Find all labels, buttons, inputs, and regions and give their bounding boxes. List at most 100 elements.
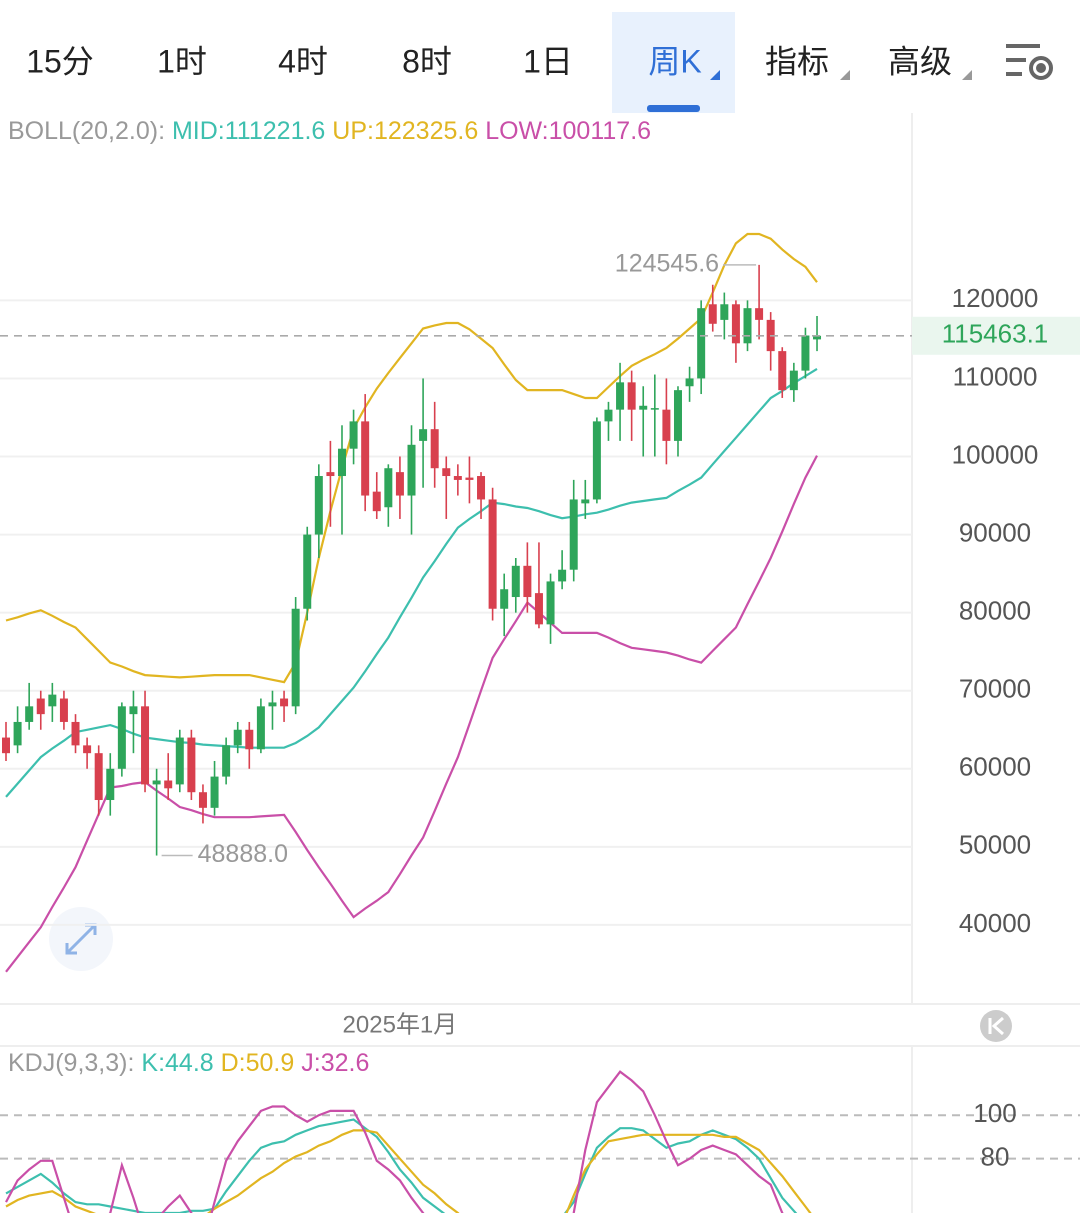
candle-body xyxy=(71,721,80,746)
candle-body xyxy=(280,698,289,707)
candle-body xyxy=(245,729,254,750)
y-tick-label: 90000 xyxy=(959,517,1031,547)
y-tick-label: 110000 xyxy=(953,361,1038,391)
legend-item: J:32.6 xyxy=(301,1049,369,1077)
candle-body xyxy=(650,408,659,410)
candle-body xyxy=(511,565,520,598)
candle-body xyxy=(731,304,740,344)
candle-body xyxy=(291,608,300,707)
candle-body xyxy=(801,335,810,371)
legend: KDJ(9,3,3): K:44.8 D:50.9 J:32.6 xyxy=(8,1049,369,1077)
candle-body xyxy=(743,308,752,344)
candle-body xyxy=(83,745,92,754)
candle-body xyxy=(175,737,184,785)
candle-body xyxy=(697,308,706,379)
candle-body xyxy=(303,534,312,609)
legend-item: D:50.9 xyxy=(221,1049,295,1077)
y-tick-label: 120000 xyxy=(952,283,1039,313)
candle-body xyxy=(314,476,323,535)
candle-body xyxy=(395,472,404,496)
candle-body xyxy=(372,491,381,512)
candle-body xyxy=(430,429,439,469)
candle-body xyxy=(326,472,335,477)
legend-item: K:44.8 xyxy=(141,1049,213,1077)
candle-body xyxy=(616,382,625,410)
candle-body xyxy=(36,698,45,715)
active-tab-underline xyxy=(647,105,700,112)
y-tick-label: 60000 xyxy=(959,752,1031,782)
candle-body xyxy=(604,409,613,422)
candle-body xyxy=(720,304,729,320)
candle-body xyxy=(778,351,787,391)
indicator-line xyxy=(5,1129,812,1213)
candle-body xyxy=(164,780,173,789)
active-tab-bg xyxy=(612,12,735,113)
y-tick-label: 80000 xyxy=(959,596,1031,626)
indicator-line xyxy=(5,232,818,684)
legend: BOLL(20,2.0): MID:111221.6 UP:122325.6 L… xyxy=(8,117,651,145)
tab[interactable]: 1日 xyxy=(523,43,573,79)
candle-body xyxy=(534,593,543,625)
candle-body xyxy=(210,776,219,808)
tab[interactable]: 1时 xyxy=(157,43,207,79)
candle-body xyxy=(639,405,648,410)
candle-body xyxy=(662,409,671,441)
candle-body xyxy=(708,304,717,324)
reset-button[interactable] xyxy=(980,1010,1012,1042)
tab[interactable]: 8时 xyxy=(402,43,452,79)
candle-body xyxy=(337,448,346,477)
candle-body xyxy=(453,476,462,480)
tab-active[interactable]: 周K xyxy=(648,43,701,79)
indicator-line xyxy=(5,1070,784,1213)
candle-body xyxy=(523,565,532,598)
y-tick-label: 100000 xyxy=(952,439,1039,469)
candle-body xyxy=(349,421,358,449)
candle-body xyxy=(488,499,497,609)
tab[interactable]: 高级 xyxy=(888,43,952,79)
x-tick-label: 2025年1月 xyxy=(343,1011,458,1038)
candle-body xyxy=(48,694,57,707)
min-label: 48888.0 xyxy=(198,840,288,868)
candle-body xyxy=(2,737,10,754)
candle-body xyxy=(789,370,798,391)
candle-body xyxy=(384,468,393,508)
last-price-box xyxy=(912,316,1080,355)
candle-body xyxy=(581,499,590,504)
y-tick-label: 80 xyxy=(981,1142,1010,1172)
candle-body xyxy=(233,729,242,746)
candle-body xyxy=(13,721,22,746)
candle-body xyxy=(59,698,68,722)
legend-item: UP:122325.6 xyxy=(332,117,478,145)
expand-button[interactable] xyxy=(49,907,113,971)
candle-body xyxy=(813,335,822,340)
candle-body xyxy=(268,702,277,707)
candle-body xyxy=(592,421,601,500)
candle-body xyxy=(673,390,682,441)
candle-body xyxy=(152,780,161,785)
dropdown-indicator xyxy=(840,70,850,80)
candle-body xyxy=(465,477,474,480)
candle-body xyxy=(685,378,694,387)
candle-body xyxy=(25,706,34,722)
candle-body xyxy=(256,706,265,750)
legend-item: KDJ(9,3,3): xyxy=(8,1049,134,1077)
candle-body xyxy=(198,792,207,808)
plot-area xyxy=(2,232,822,973)
candle-body xyxy=(361,421,370,496)
legend-item: MID:111221.6 xyxy=(172,117,325,145)
y-tick-label: 50000 xyxy=(959,830,1031,860)
tab[interactable]: 15分 xyxy=(26,43,94,79)
candle-body xyxy=(477,476,486,500)
candle-body xyxy=(755,308,764,320)
y-tick-label: 100 xyxy=(973,1098,1016,1128)
candle-body xyxy=(500,589,509,609)
candle-body xyxy=(558,569,567,582)
candle-body xyxy=(569,499,578,570)
settings-icon[interactable] xyxy=(1006,44,1053,80)
candle-body xyxy=(407,444,416,496)
tab[interactable]: 指标 xyxy=(765,43,829,79)
plot-area xyxy=(5,1070,812,1213)
tab[interactable]: 4时 xyxy=(278,43,328,79)
